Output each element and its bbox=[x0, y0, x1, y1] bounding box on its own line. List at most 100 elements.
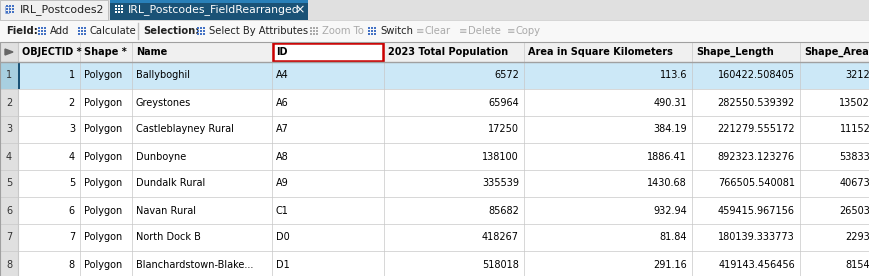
Bar bbox=[368, 30, 369, 32]
Bar bbox=[200, 33, 202, 35]
Bar bbox=[84, 27, 86, 29]
Bar bbox=[38, 30, 40, 32]
Bar bbox=[0, 170, 869, 197]
Text: 3: 3 bbox=[69, 124, 75, 134]
Text: 384.19: 384.19 bbox=[653, 124, 687, 134]
Text: C1: C1 bbox=[275, 206, 289, 216]
Text: Dunboyne: Dunboyne bbox=[136, 152, 186, 161]
Text: IRL_Postcodes2: IRL_Postcodes2 bbox=[20, 4, 104, 15]
Text: Polygon: Polygon bbox=[84, 124, 123, 134]
Text: 932.94: 932.94 bbox=[653, 206, 687, 216]
Text: 892323.123276: 892323.123276 bbox=[717, 152, 794, 161]
Bar bbox=[9, 8, 11, 10]
Bar bbox=[202, 30, 205, 32]
Text: 160422.508405: 160422.508405 bbox=[717, 70, 794, 81]
Text: 85682: 85682 bbox=[488, 206, 519, 216]
Bar bbox=[309, 33, 312, 35]
Text: 6: 6 bbox=[69, 206, 75, 216]
Bar bbox=[0, 62, 18, 89]
Text: ⬛: ⬛ bbox=[5, 6, 10, 15]
Text: A9: A9 bbox=[275, 179, 289, 189]
Bar bbox=[78, 30, 80, 32]
Text: 2: 2 bbox=[6, 97, 12, 107]
Bar bbox=[0, 89, 869, 116]
Text: Calculate: Calculate bbox=[90, 26, 136, 36]
Bar bbox=[118, 8, 120, 10]
Text: Select By Attributes: Select By Attributes bbox=[209, 26, 308, 36]
Text: Field:: Field: bbox=[6, 26, 38, 36]
Text: 321275390.396827: 321275390.396827 bbox=[845, 70, 869, 81]
Text: 6572: 6572 bbox=[494, 70, 519, 81]
Text: A4: A4 bbox=[275, 70, 289, 81]
Bar bbox=[115, 11, 116, 13]
Text: Polygon: Polygon bbox=[84, 179, 123, 189]
Text: Shape_Area: Shape_Area bbox=[803, 47, 868, 57]
Text: ID: ID bbox=[275, 47, 287, 57]
Bar bbox=[0, 143, 18, 170]
Bar bbox=[12, 5, 14, 7]
Bar bbox=[313, 27, 315, 29]
Bar bbox=[368, 33, 369, 35]
Text: Polygon: Polygon bbox=[84, 97, 123, 107]
Text: 4: 4 bbox=[69, 152, 75, 161]
Text: 2650334005.630158: 2650334005.630158 bbox=[839, 206, 869, 216]
Text: Add: Add bbox=[50, 26, 70, 36]
Bar bbox=[374, 30, 375, 32]
Text: 180139.333773: 180139.333773 bbox=[718, 232, 794, 243]
Bar bbox=[313, 33, 315, 35]
Bar bbox=[0, 197, 18, 224]
Bar bbox=[0, 224, 869, 251]
Bar bbox=[200, 30, 202, 32]
Bar bbox=[121, 8, 123, 10]
Text: ≡: ≡ bbox=[459, 26, 467, 36]
Bar bbox=[115, 5, 116, 7]
Bar bbox=[44, 27, 46, 29]
Text: 5383325826.423474: 5383325826.423474 bbox=[839, 152, 869, 161]
Text: Copy: Copy bbox=[515, 26, 541, 36]
Text: 4: 4 bbox=[6, 152, 12, 161]
Bar bbox=[273, 43, 382, 61]
Bar bbox=[0, 143, 869, 170]
Text: 2: 2 bbox=[69, 97, 75, 107]
Text: ≡: ≡ bbox=[507, 26, 514, 36]
Bar bbox=[0, 197, 869, 224]
Text: 81.84: 81.84 bbox=[659, 232, 687, 243]
Text: Delete: Delete bbox=[468, 26, 501, 36]
Bar bbox=[109, 0, 308, 3]
Bar bbox=[121, 5, 123, 7]
Bar bbox=[0, 89, 18, 116]
Text: Dundalk Rural: Dundalk Rural bbox=[136, 179, 205, 189]
Text: 7: 7 bbox=[69, 232, 75, 243]
Bar bbox=[81, 30, 83, 32]
Bar bbox=[0, 170, 18, 197]
Text: 6: 6 bbox=[6, 206, 12, 216]
Bar bbox=[315, 30, 318, 32]
Bar bbox=[44, 33, 46, 35]
Bar bbox=[84, 30, 86, 32]
Bar bbox=[374, 33, 375, 35]
Bar bbox=[41, 33, 43, 35]
Text: 1: 1 bbox=[69, 70, 75, 81]
Text: 229320913.913988: 229320913.913988 bbox=[845, 232, 869, 243]
Bar bbox=[41, 27, 43, 29]
Bar bbox=[202, 27, 205, 29]
Bar bbox=[196, 30, 199, 32]
Bar bbox=[309, 27, 312, 29]
Text: 3: 3 bbox=[6, 124, 12, 134]
Text: Zoom To: Zoom To bbox=[322, 26, 363, 36]
Text: D0: D0 bbox=[275, 232, 289, 243]
Bar bbox=[6, 11, 8, 13]
Bar bbox=[309, 30, 312, 32]
Text: A6: A6 bbox=[275, 97, 289, 107]
Text: A8: A8 bbox=[275, 152, 289, 161]
Text: 815494353.194269: 815494353.194269 bbox=[845, 259, 869, 269]
Text: 113.6: 113.6 bbox=[659, 70, 687, 81]
Text: Polygon: Polygon bbox=[84, 232, 123, 243]
Bar bbox=[0, 224, 18, 251]
Text: 1115204011.042241: 1115204011.042241 bbox=[839, 124, 869, 134]
Bar bbox=[0, 251, 869, 276]
Bar bbox=[9, 11, 11, 13]
Text: A7: A7 bbox=[275, 124, 289, 134]
Bar bbox=[81, 33, 83, 35]
Text: 1430.68: 1430.68 bbox=[647, 179, 687, 189]
